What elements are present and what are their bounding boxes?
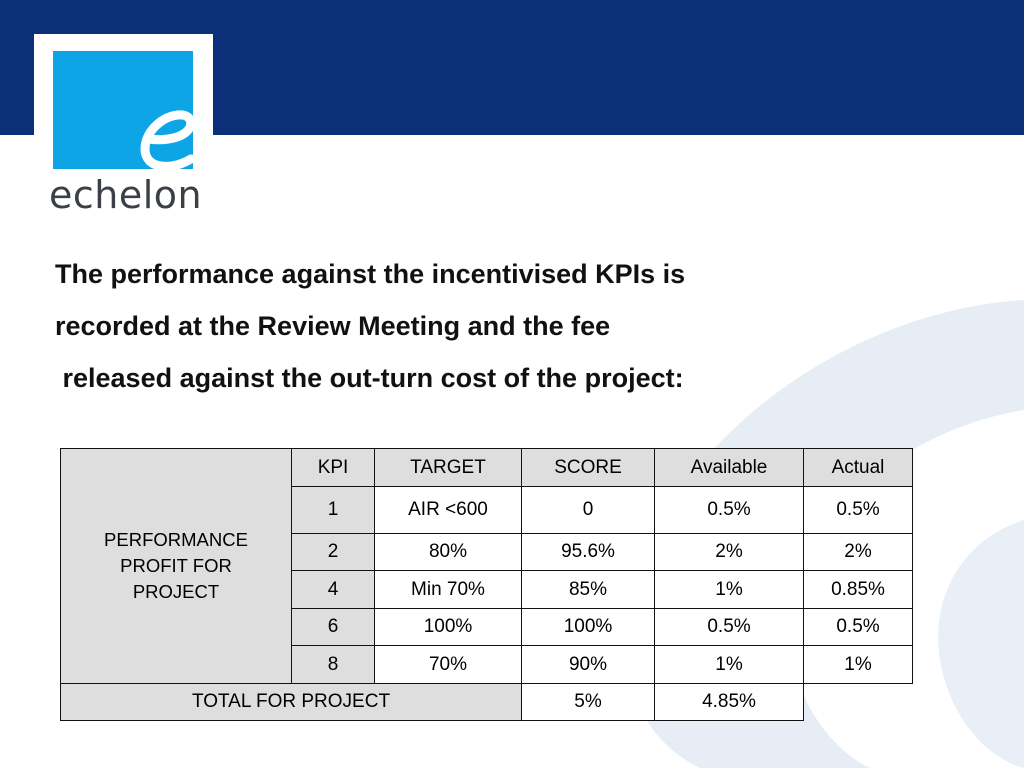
- score-cell: 90%: [521, 645, 655, 684]
- kpi-cell: 6: [291, 608, 375, 646]
- total-available: 5%: [521, 683, 655, 721]
- kpi-cell: 1: [291, 486, 375, 534]
- intro-line: recorded at the Review Meeting and the f…: [55, 311, 611, 341]
- logo-e-mark: [140, 110, 193, 169]
- target-cell: AIR <600: [374, 486, 522, 534]
- target-cell: 100%: [374, 608, 522, 646]
- table-total-row: TOTAL FOR PROJECT 5% 4.85%: [60, 683, 913, 721]
- score-cell: 100%: [521, 608, 655, 646]
- logo-square: [53, 51, 193, 169]
- header-target: TARGET: [374, 448, 522, 487]
- total-actual: 4.85%: [654, 683, 804, 721]
- table-row: 1 AIR <600 0 0.5% 0.5%: [61, 486, 913, 534]
- score-cell: 95.6%: [521, 533, 655, 571]
- target-cell: 80%: [374, 533, 522, 571]
- kpi-cell: 8: [291, 645, 375, 684]
- actual-cell: 0.85%: [803, 570, 913, 609]
- header-kpi: KPI: [291, 448, 375, 487]
- score-cell: 85%: [521, 570, 655, 609]
- intro-line: The performance against the incentivised…: [55, 259, 686, 289]
- table-header-row: PERFORMANCE PROFIT FOR PROJECT KPI TARGE…: [60, 448, 913, 684]
- available-cell: 1%: [654, 570, 804, 609]
- available-cell: 1%: [654, 645, 804, 684]
- kpi-cell: 4: [291, 570, 375, 609]
- score-cell: 0: [521, 486, 655, 534]
- target-cell: Min 70%: [374, 570, 522, 609]
- header-actual: Actual: [803, 448, 913, 487]
- actual-cell: 0.5%: [803, 486, 913, 534]
- kpi-cell: 2: [291, 533, 375, 571]
- actual-cell: 1%: [803, 645, 913, 684]
- header-available: Available: [654, 448, 804, 487]
- intro-text: The performance against the incentivised…: [55, 250, 955, 406]
- actual-cell: 0.5%: [803, 608, 913, 646]
- available-cell: 0.5%: [654, 486, 804, 534]
- table-row: 4 Min 70% 85% 1% 0.85%: [61, 570, 913, 609]
- table-row: 8 70% 90% 1% 1%: [61, 645, 913, 684]
- intro-line: released against the out-turn cost of th…: [55, 363, 684, 393]
- target-cell: 70%: [374, 645, 522, 684]
- echelon-logo: echelon: [34, 34, 213, 220]
- available-cell: 0.5%: [654, 608, 804, 646]
- performance-label: PERFORMANCE PROFIT FOR PROJECT: [60, 448, 292, 684]
- logo-wordmark: echelon: [49, 173, 203, 217]
- available-cell: 2%: [654, 533, 804, 571]
- actual-cell: 2%: [803, 533, 913, 571]
- header-score: SCORE: [521, 448, 655, 487]
- kpi-table: PERFORMANCE PROFIT FOR PROJECT KPI TARGE…: [60, 448, 913, 721]
- total-label: TOTAL FOR PROJECT: [60, 683, 522, 721]
